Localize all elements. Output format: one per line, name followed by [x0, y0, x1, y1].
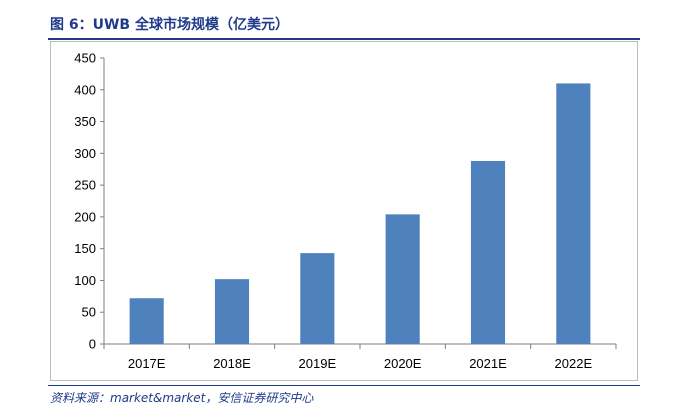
- source-note: 资料来源：market&market，安信证券研究中心: [50, 391, 314, 405]
- bar-2020E: [385, 214, 420, 344]
- y-tick-label: 0: [89, 337, 96, 352]
- x-tick-label: 2017E: [128, 356, 166, 371]
- y-axis: 0 50 100 150 200 250 300 350 400 450: [74, 51, 105, 352]
- chart-title: 图 6：UWB 全球市场规模（亿美元）: [50, 17, 289, 33]
- footer-rule: [48, 385, 640, 386]
- bar-2022E: [556, 83, 591, 344]
- bars: [129, 83, 591, 344]
- x-axis: 2017E 2018E 2019E 2020E 2021E 2022E: [103, 343, 617, 371]
- x-tick-label: 2021E: [469, 356, 507, 371]
- x-tick-label: 2018E: [213, 356, 251, 371]
- x-tick-label: 2022E: [555, 356, 593, 371]
- y-tick-label: 50: [82, 305, 96, 320]
- x-tick-label: 2020E: [384, 356, 422, 371]
- y-tick-label: 200: [74, 209, 96, 224]
- y-tick-label: 250: [74, 178, 96, 193]
- y-tick-label: 450: [74, 51, 96, 66]
- y-tick-label: 400: [74, 82, 96, 97]
- bar-2021E: [470, 160, 506, 344]
- bar-2019E: [300, 253, 335, 344]
- bar-2018E: [214, 279, 250, 344]
- bar-2017E: [129, 298, 164, 344]
- y-tick-label: 300: [74, 146, 96, 161]
- title-rule: [48, 38, 640, 40]
- y-tick-label: 150: [74, 241, 96, 256]
- y-tick-label: 350: [74, 114, 96, 129]
- x-tick-label: 2019E: [299, 356, 337, 371]
- y-tick-label: 100: [74, 273, 96, 288]
- chart-frame: [50, 41, 638, 381]
